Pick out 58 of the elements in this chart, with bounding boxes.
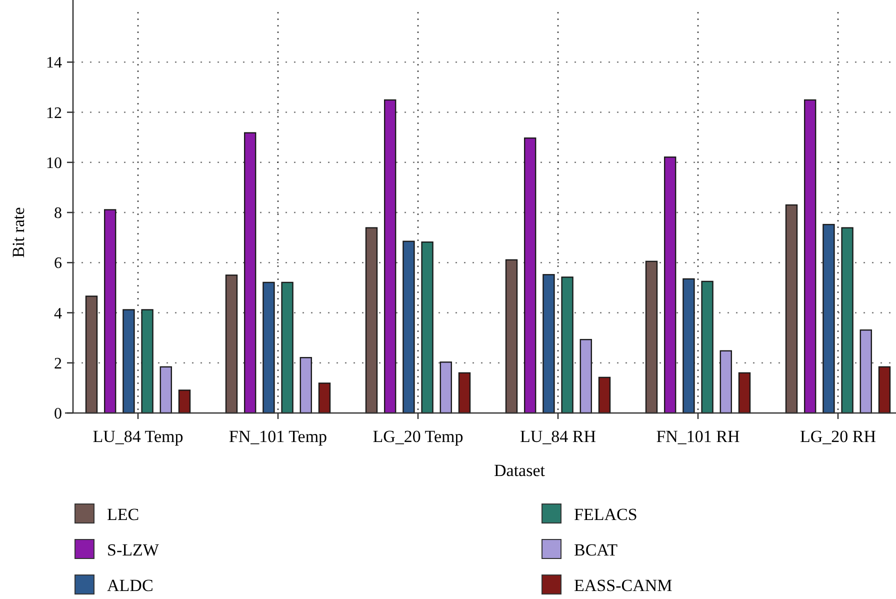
bar [402,240,415,414]
bar [300,357,312,414]
x-tick-label: LU_84 Temp [92,427,184,446]
y-tick-label: 14 [46,54,62,72]
bar [664,156,676,414]
bar [458,372,471,414]
bar [281,282,294,414]
bar [645,260,658,414]
bar [822,224,835,414]
legend-label: FELACS [574,504,638,524]
x-tick-label: FN_101 RH [656,427,740,446]
bar [85,296,98,414]
x-axis-title: Dataset [494,461,546,480]
y-axis-title: Bit rate [9,207,28,258]
bar [524,137,536,414]
y-tick-label: 2 [54,355,62,372]
x-tick-label: LU_84 RH [520,427,596,446]
bar [720,350,732,414]
y-tick-label: 4 [54,305,62,322]
y-tick-label: 12 [46,104,62,122]
bar [701,280,714,414]
y-tick-label: 8 [54,205,62,222]
legend-label: ALDC [107,576,154,595]
bar [104,209,116,414]
bar [841,227,854,414]
bar [682,278,695,414]
legend-label: BCAT [574,540,618,560]
bar [141,309,154,414]
bar [440,362,452,414]
bar [804,99,816,414]
bar [542,274,555,414]
bar [878,366,891,414]
y-tick-label: 6 [54,255,62,272]
bar [122,309,135,414]
bar [262,282,275,414]
bar [860,329,872,414]
y-tick-label: 0 [54,406,62,423]
bar [365,227,378,414]
x-tick-label: LG_20 RH [800,427,876,446]
bar [244,132,256,414]
bar [384,99,396,414]
bar [785,204,798,414]
legend-label: LEC [107,504,140,524]
x-tick-label: LG_20 Temp [372,427,464,446]
legend-label: S-LZW [107,540,160,560]
bar [225,274,238,414]
legend-label: EASS-CANM [574,576,672,595]
bar [598,376,611,414]
bar [580,338,592,414]
bar [561,276,574,414]
bar [318,382,331,414]
bar [178,390,191,414]
bar [421,241,434,414]
bar [505,259,518,414]
x-tick-label: FN_101 Temp [228,427,328,446]
bar [738,372,751,414]
y-tick-label: 10 [46,154,62,172]
bar [160,366,172,414]
